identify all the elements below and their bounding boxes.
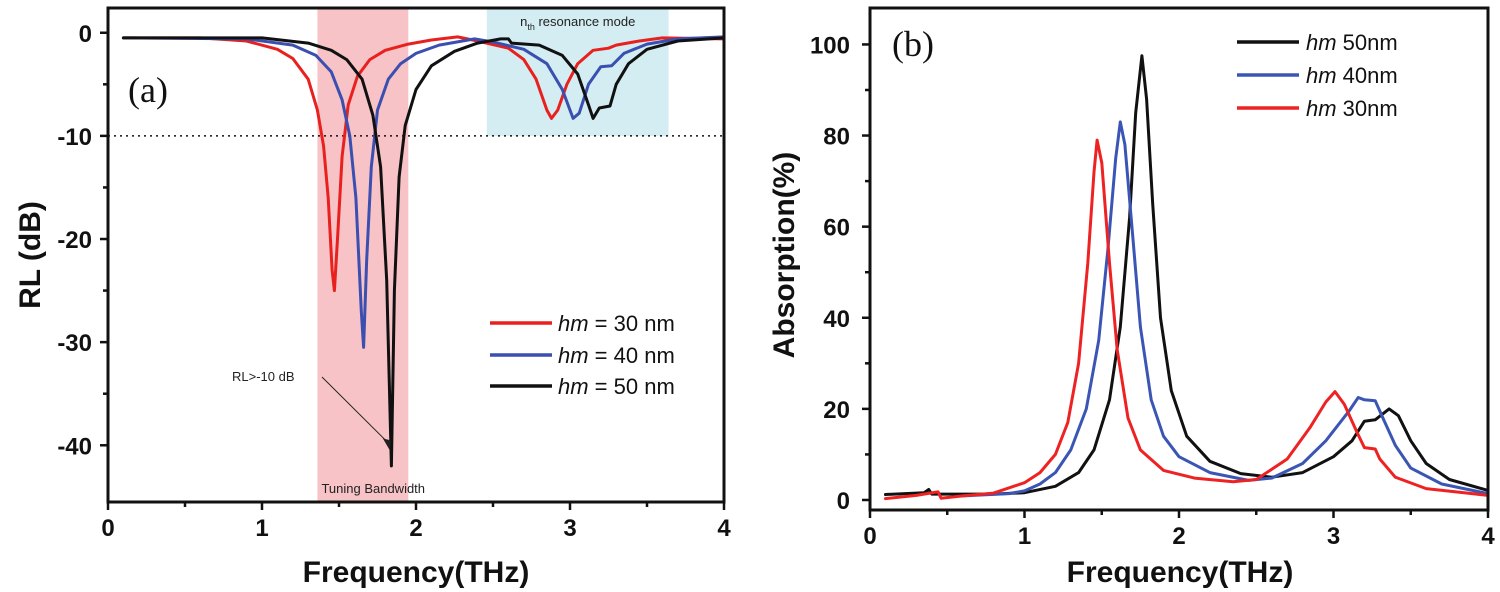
y-tick-label: 20 (823, 397, 850, 424)
legend-label: hm = 40 nm (558, 343, 675, 368)
legend-label-italic: hm (558, 374, 589, 399)
legend-label: hm 40nm (1306, 63, 1398, 88)
series-line-2 (884, 138, 1490, 501)
x-tick-label: 0 (863, 523, 876, 550)
x-tick-label: 3 (1327, 523, 1340, 550)
x-axis-label: Frequency(THz) (1067, 556, 1294, 589)
series-line-1 (121, 35, 726, 349)
x-tick-label: 1 (255, 515, 268, 542)
legend-label: hm = 50 nm (558, 374, 675, 399)
y-tick-label: -10 (57, 124, 92, 151)
chart-panel-b: 0 1 2 3 4020406080100Frequency(THz)Absorptio… (768, 6, 1495, 589)
legend-label-italic: hm (558, 343, 589, 368)
legend-label-italic: hm (1306, 96, 1337, 121)
series-line-2 (121, 36, 726, 468)
region-label: Tuning Bandwidth (321, 481, 425, 496)
legend-label-rest: 40nm (1337, 63, 1398, 88)
region-label-sub: th (527, 22, 535, 32)
x-axis-label: Frequency(THz) (303, 556, 530, 589)
x-tick-label: 2 (409, 515, 422, 542)
legend-label-rest: = 40 nm (589, 343, 675, 368)
y-tick-label: -40 (57, 433, 92, 460)
y-tick-label: 80 (823, 124, 850, 151)
y-tick-label: 60 (823, 215, 850, 242)
series-line-0 (884, 54, 1490, 496)
legend-label-italic: hm (558, 311, 589, 336)
legend-label-rest: = 30 nm (589, 311, 675, 336)
legend-label-italic: hm (1306, 63, 1337, 88)
panel-label: (b) (892, 24, 934, 64)
x-tick-label: 4 (717, 515, 731, 542)
y-tick-label: -30 (57, 330, 92, 357)
legend-label-italic: hm (1306, 30, 1337, 55)
legend-label: hm 50nm (1306, 30, 1398, 55)
y-axis-label: Absorption(%) (768, 152, 801, 359)
region-label: nth resonance mode (520, 14, 635, 32)
y-axis-label: RL (dB) (14, 201, 47, 309)
y-tick-label: 0 (837, 488, 850, 515)
y-tick-label: 0 (79, 21, 92, 48)
panel-label: (a) (128, 70, 168, 110)
x-tick-label: 4 (1481, 523, 1495, 550)
series-line-0 (121, 35, 726, 293)
legend-label: hm 30nm (1306, 96, 1398, 121)
y-tick-label: -20 (57, 227, 92, 254)
legend-label-rest: 30nm (1337, 96, 1398, 121)
region-label-rest: resonance mode (535, 14, 635, 29)
legend-label-rest: 50nm (1337, 30, 1398, 55)
y-tick-label: 100 (810, 32, 850, 59)
x-tick-label: 1 (1018, 523, 1031, 550)
x-tick-label: 3 (563, 515, 576, 542)
x-tick-label: 0 (101, 515, 114, 542)
legend-label: hm = 30 nm (558, 311, 675, 336)
x-tick-label: 2 (1172, 523, 1185, 550)
y-tick-label: 40 (823, 306, 850, 333)
series-line-1 (961, 120, 1490, 498)
arrow-head-icon (382, 438, 391, 451)
chart-panel-a: Tuning Bandwidth nth resonance mode RL>-10… (14, 6, 731, 589)
region-label-main: n (520, 14, 527, 29)
annotation-arrow (321, 376, 391, 445)
annotation-text: RL>-10 dB (232, 369, 295, 384)
legend-label-rest: = 50 nm (589, 374, 675, 399)
